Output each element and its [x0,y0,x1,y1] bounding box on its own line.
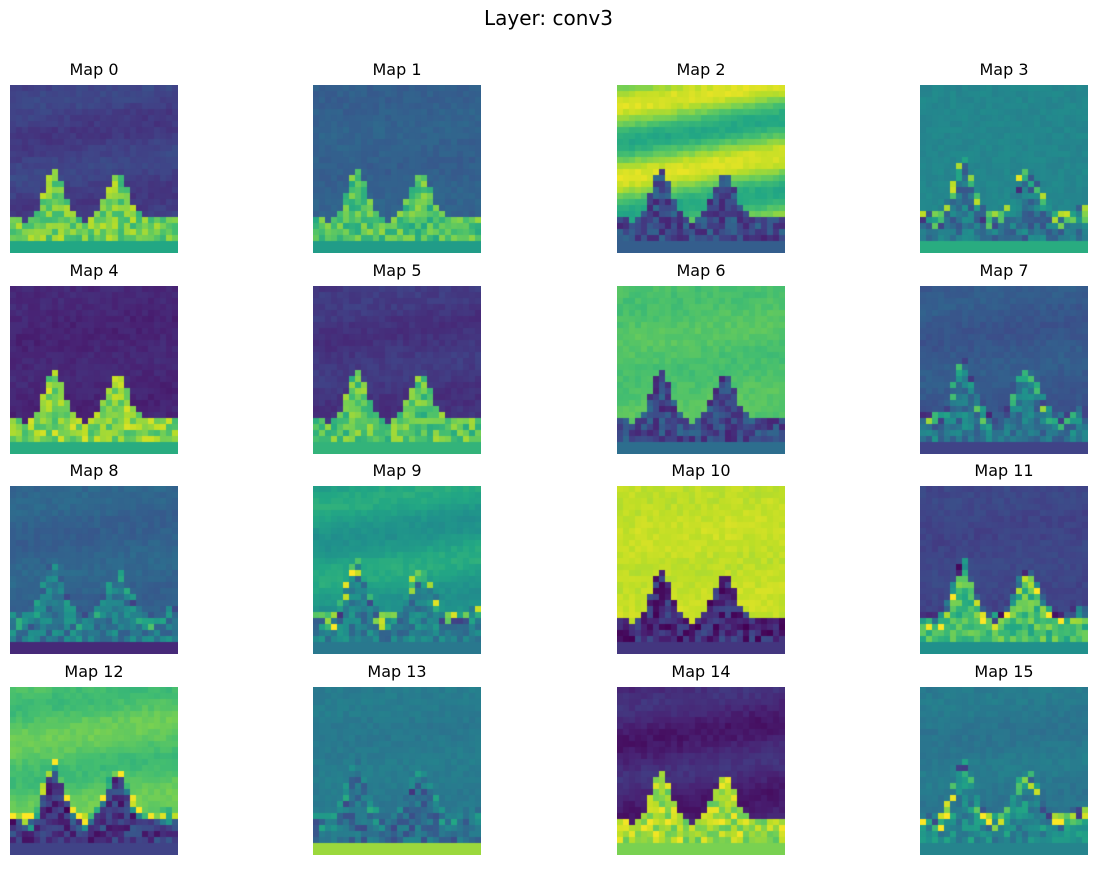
feature-map-image [617,85,785,253]
feature-map-panel: Map 1 [313,59,481,253]
feature-map-image [920,85,1088,253]
feature-map-title: Map 2 [676,60,726,79]
figure-title: Layer: conv3 [484,6,613,30]
feature-map-image [10,286,178,454]
feature-map-panel: Map 11 [920,460,1088,654]
feature-map-panel: Map 8 [10,460,178,654]
feature-map-title: Map 5 [372,261,422,280]
feature-map-image [617,286,785,454]
feature-map-panel: Map 5 [313,260,481,454]
feature-map-image [10,85,178,253]
feature-map-title: Map 4 [69,261,119,280]
feature-map-image [920,286,1088,454]
feature-map-panel: Map 15 [920,661,1088,855]
feature-map-image [617,687,785,855]
feature-map-image [313,687,481,855]
feature-map-title: Map 13 [367,662,427,681]
feature-map-title: Map 12 [64,662,124,681]
feature-map-panel: Map 9 [313,460,481,654]
feature-map-panel: Map 10 [617,460,785,654]
feature-map-panel: Map 6 [617,260,785,454]
feature-map-title: Map 3 [979,60,1029,79]
feature-map-panel: Map 14 [617,661,785,855]
feature-map-image [617,486,785,654]
feature-map-title: Map 14 [671,662,731,681]
feature-map-image [313,286,481,454]
feature-map-title: Map 10 [671,461,731,480]
feature-map-title: Map 11 [974,461,1034,480]
feature-map-panel: Map 2 [617,59,785,253]
feature-map-title: Map 7 [979,261,1029,280]
feature-map-panel: Map 3 [920,59,1088,253]
feature-map-title: Map 8 [69,461,119,480]
feature-map-image [313,85,481,253]
feature-map-image [920,486,1088,654]
feature-map-title: Map 6 [676,261,726,280]
feature-map-title: Map 9 [372,461,422,480]
feature-map-title: Map 1 [372,60,422,79]
feature-map-panel: Map 13 [313,661,481,855]
feature-map-panel: Map 7 [920,260,1088,454]
feature-map-image [10,486,178,654]
feature-map-panel: Map 4 [10,260,178,454]
feature-map-image [10,687,178,855]
feature-map-title: Map 15 [974,662,1034,681]
feature-map-panel: Map 0 [10,59,178,253]
feature-map-panel: Map 12 [10,661,178,855]
feature-map-image [313,486,481,654]
feature-map-title: Map 0 [69,60,119,79]
feature-map-image [920,687,1088,855]
